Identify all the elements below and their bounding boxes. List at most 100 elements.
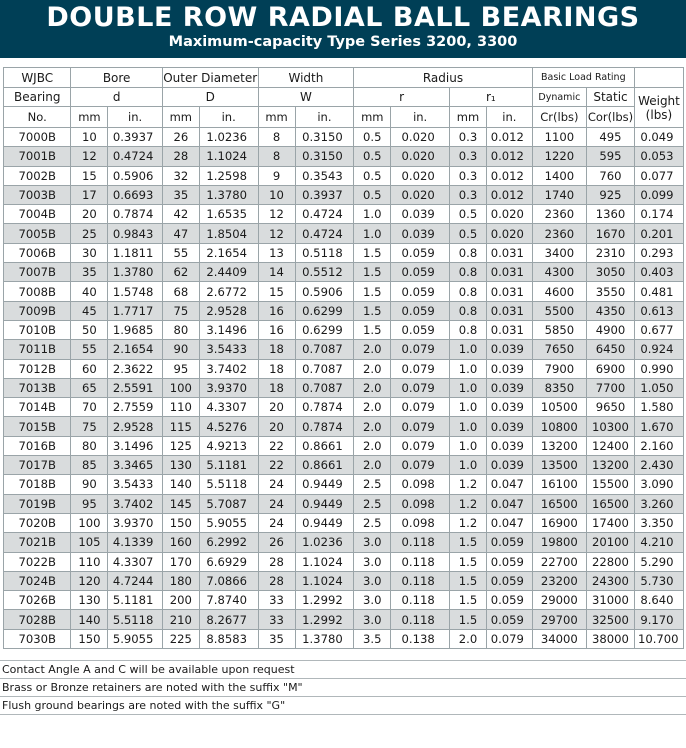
cell-static-load: 20100 bbox=[586, 532, 635, 553]
cell-od-in: 3.1496 bbox=[198, 319, 259, 341]
cell-r-mm: 1.5 bbox=[353, 300, 392, 321]
cell-bore-mm: 65 bbox=[70, 377, 109, 399]
cell-width-in: 0.6299 bbox=[294, 319, 355, 341]
table-row: 7021B 105 4.1339 160 6.2992 26 1.0236 3.0 0.118 1… bbox=[2, 532, 685, 553]
cell-width-in: 1.3780 bbox=[294, 628, 355, 650]
cell-bore-mm: 110 bbox=[70, 551, 109, 572]
cell-dynamic-load: 2360 bbox=[531, 204, 588, 225]
table-row: 7030B 150 5.9055 225 8.8583 35 1.3780 3.5 0.138 2… bbox=[2, 628, 685, 650]
cell-weight: 4.210 bbox=[633, 532, 685, 553]
cell-bore-mm: 10 bbox=[70, 126, 109, 148]
cell-dynamic-load: 3400 bbox=[531, 242, 588, 264]
cell-od-in: 3.5433 bbox=[198, 339, 259, 360]
cell-weight: 9.170 bbox=[633, 609, 685, 630]
cell-width-mm: 9 bbox=[257, 165, 296, 186]
cell-r1-in: 0.059 bbox=[485, 570, 533, 592]
cell-r-mm: 0.5 bbox=[353, 126, 392, 148]
cell-weight: 10.700 bbox=[633, 628, 685, 650]
cell-r-in: 0.098 bbox=[390, 512, 450, 534]
cell-bore-in: 1.3780 bbox=[107, 262, 163, 283]
cell-bore-in: 4.1339 bbox=[107, 532, 163, 553]
cell-bearing-no: 7004B bbox=[2, 204, 72, 225]
cell-r-in: 0.098 bbox=[390, 493, 450, 514]
cell-static-load: 10300 bbox=[586, 416, 635, 437]
cell-r1-mm: 0.3 bbox=[449, 165, 487, 186]
cell-r-mm: 1.5 bbox=[353, 242, 392, 264]
cell-r1-mm: 1.5 bbox=[449, 551, 487, 572]
cell-bore-in: 3.5433 bbox=[107, 474, 163, 495]
cell-dynamic-load: 4600 bbox=[531, 281, 588, 302]
cell-width-mm: 26 bbox=[257, 532, 296, 553]
cell-static-load: 1670 bbox=[586, 223, 635, 244]
header-r1-mm: mm bbox=[449, 106, 487, 128]
cell-od-in: 5.1181 bbox=[198, 455, 259, 476]
cell-width-mm: 24 bbox=[257, 512, 296, 534]
cell-r1-in: 0.031 bbox=[485, 281, 533, 302]
table-row: 7000B 10 0.3937 26 1.0236 8 0.3150 0.5 0.020 0.3 0… bbox=[2, 126, 685, 148]
cell-width-in: 0.7087 bbox=[294, 339, 355, 360]
cell-od-mm: 225 bbox=[161, 628, 200, 650]
cell-r1-in: 0.047 bbox=[485, 474, 533, 495]
cell-r1-in: 0.039 bbox=[485, 455, 533, 476]
table-row: 7008B 40 1.5748 68 2.6772 15 0.5906 1.5 0.059 0.8… bbox=[2, 281, 685, 302]
cell-dynamic-load: 1100 bbox=[531, 126, 588, 148]
cell-r1-in: 0.059 bbox=[485, 609, 533, 630]
cell-r-mm: 2.0 bbox=[353, 416, 392, 437]
cell-bore-mm: 80 bbox=[70, 435, 109, 457]
cell-dynamic-load: 10800 bbox=[531, 416, 588, 437]
cell-od-mm: 180 bbox=[161, 570, 200, 592]
cell-weight: 1.670 bbox=[633, 416, 685, 437]
cell-static-load: 13200 bbox=[586, 455, 635, 476]
cell-width-in: 0.7874 bbox=[294, 416, 355, 437]
header-weight-label: Weight bbox=[638, 93, 680, 108]
cell-width-mm: 10 bbox=[257, 184, 296, 206]
cell-dynamic-load: 16500 bbox=[531, 493, 588, 514]
cell-width-mm: 8 bbox=[257, 126, 296, 148]
cell-bore-in: 3.7402 bbox=[107, 493, 163, 514]
cell-r1-in: 0.039 bbox=[485, 377, 533, 399]
cell-od-mm: 75 bbox=[161, 300, 200, 321]
cell-bore-mm: 45 bbox=[70, 300, 109, 321]
cell-r1-mm: 0.5 bbox=[449, 204, 487, 225]
cell-width-mm: 20 bbox=[257, 397, 296, 418]
cell-r-mm: 3.0 bbox=[353, 590, 392, 611]
cell-r1-in: 0.012 bbox=[485, 126, 533, 148]
cell-bearing-no: 7026B bbox=[2, 590, 72, 611]
cell-width-in: 1.2992 bbox=[294, 590, 355, 611]
cell-r1-mm: 1.5 bbox=[449, 590, 487, 611]
cell-bore-mm: 30 bbox=[70, 242, 109, 264]
cell-r1-mm: 0.3 bbox=[449, 146, 487, 167]
cell-weight: 3.260 bbox=[633, 493, 685, 514]
cell-static-load: 16500 bbox=[586, 493, 635, 514]
header-dynamic: Dynamic bbox=[531, 87, 588, 107]
cell-bore-mm: 25 bbox=[70, 223, 109, 244]
cell-r1-in: 0.031 bbox=[485, 300, 533, 321]
cell-r-mm: 0.5 bbox=[353, 165, 392, 186]
cell-weight: 1.050 bbox=[633, 377, 685, 399]
cell-width-in: 0.9449 bbox=[294, 474, 355, 495]
header-D: D bbox=[161, 87, 259, 107]
table-row: 7002B 15 0.5906 32 1.2598 9 0.3543 0.5 0.020 0.3 0… bbox=[2, 165, 685, 186]
cell-r1-in: 0.039 bbox=[485, 339, 533, 360]
cell-r1-mm: 1.0 bbox=[449, 397, 487, 418]
header-weight: Weight (lbs) bbox=[633, 87, 685, 128]
cell-od-mm: 125 bbox=[161, 435, 200, 457]
cell-od-mm: 170 bbox=[161, 551, 200, 572]
cell-r-mm: 1.0 bbox=[353, 223, 392, 244]
cell-static-load: 12400 bbox=[586, 435, 635, 457]
cell-od-mm: 100 bbox=[161, 377, 200, 399]
cell-od-in: 2.1654 bbox=[198, 242, 259, 264]
header-bore: Bore bbox=[70, 67, 163, 88]
cell-od-mm: 32 bbox=[161, 165, 200, 186]
cell-r-in: 0.138 bbox=[390, 628, 450, 650]
cell-r1-in: 0.047 bbox=[485, 512, 533, 534]
cell-r1-in: 0.039 bbox=[485, 435, 533, 457]
cell-r-mm: 0.5 bbox=[353, 146, 392, 167]
table-row: 7016B 80 3.1496 125 4.9213 22 0.8661 2.0 0.079 1.… bbox=[2, 435, 685, 457]
cell-r-in: 0.020 bbox=[390, 184, 450, 206]
cell-static-load: 9650 bbox=[586, 397, 635, 418]
cell-bore-mm: 130 bbox=[70, 590, 109, 611]
note-flush-ground: Flush ground bearings are noted with the… bbox=[0, 696, 686, 716]
cell-r-in: 0.020 bbox=[390, 126, 450, 148]
cell-od-mm: 68 bbox=[161, 281, 200, 302]
